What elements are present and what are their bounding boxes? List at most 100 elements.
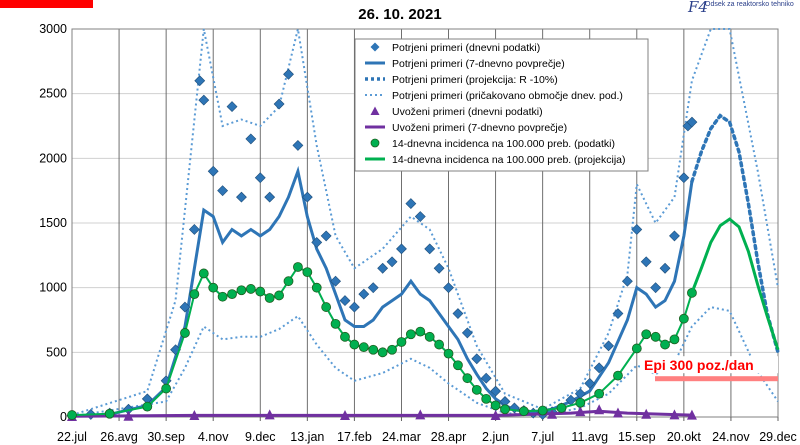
red-header-bar	[0, 0, 93, 8]
incidence-point	[104, 408, 115, 419]
x-tick-label: 28.apr	[431, 430, 466, 444]
daily-case-point	[678, 172, 690, 184]
x-tick-label: 29.dec	[759, 430, 797, 444]
daily-case-point	[348, 301, 360, 313]
daily-case-point	[367, 282, 379, 294]
incidence-point	[462, 373, 473, 384]
incidence-point	[255, 286, 266, 297]
x-tick-label: 13.jan	[290, 430, 324, 444]
incidence-point	[424, 331, 435, 342]
incidence-point	[180, 328, 190, 338]
imported-case-point	[612, 407, 623, 418]
incidence-point	[415, 326, 426, 337]
logo-text: Odsek za reaktorsko tehniko	[705, 1, 794, 8]
daily-case-point	[283, 68, 294, 80]
plot-area-border	[71, 28, 779, 418]
x-tick-label: 7.jul	[531, 430, 554, 444]
daily-case-point	[650, 282, 662, 294]
x-tick-label: 20.okt	[667, 430, 702, 444]
x-tick-label: 30.sep	[147, 430, 185, 444]
daily-case-point	[320, 230, 332, 242]
daily-case-point	[198, 94, 210, 106]
incidence-point	[358, 342, 369, 353]
daily-case-point	[405, 198, 417, 210]
incidence-point	[274, 290, 284, 301]
incidence-point	[340, 331, 350, 342]
daily-case-point	[443, 282, 454, 294]
daily-case-point	[273, 98, 285, 110]
incidence-point	[443, 348, 454, 359]
imported-average-line	[71, 409, 692, 418]
imported-case-point	[189, 410, 200, 421]
incidence-point	[387, 344, 397, 355]
incidence-point	[377, 347, 388, 358]
imported-case-point	[641, 408, 652, 419]
expected-range-upper-line	[71, 28, 779, 417]
incidence-point	[161, 383, 172, 394]
x-tick-label: 11.avg	[571, 430, 608, 444]
daily-case-point	[386, 256, 398, 268]
incidence-point	[67, 410, 77, 420]
legend-label: 14-dnevna incidenca na 100.000 preb. (po…	[392, 138, 615, 150]
legend-label: Potrjeni primeri (projekcija: R -10%)	[392, 74, 558, 86]
x-tick-label: 2.jun	[482, 430, 509, 444]
series	[66, 68, 780, 422]
daily-case-point	[301, 191, 313, 203]
legend-box	[354, 38, 649, 172]
daily-case-point	[433, 262, 445, 274]
daily-case-point	[236, 191, 247, 203]
legend-label: Uvoženi primeri (7-dnevno povprečje)	[392, 122, 567, 134]
imported-case-point	[686, 409, 697, 420]
imported-case-point	[339, 410, 350, 421]
daily-case-point	[358, 288, 370, 300]
incidence-point	[142, 401, 153, 412]
daily-case-point	[254, 172, 266, 184]
daily-case-point	[603, 340, 614, 352]
legend-label: Potrjeni primeri (dnevni podatki)	[392, 42, 540, 54]
incidence-point	[311, 282, 322, 293]
daily-case-point	[640, 256, 652, 268]
legend-swatch-diamond	[370, 42, 380, 52]
incidence-point	[283, 276, 294, 287]
seven-day-average-line	[71, 165, 694, 418]
daily-case-point	[593, 362, 605, 374]
daily-case-point	[292, 139, 304, 151]
daily-case-point	[245, 133, 257, 145]
daily-case-point	[584, 377, 596, 389]
incidence-point	[264, 293, 275, 303]
x-tick-label: 4.nov	[198, 430, 229, 444]
incidence-point	[471, 384, 482, 395]
incidence-point	[594, 388, 605, 399]
daily-case-point	[452, 308, 464, 319]
daily-case-point	[396, 243, 407, 255]
legend-label: Potrjeni primeri (pričakovano območje dn…	[392, 90, 623, 102]
y-tick-label: 3000	[39, 22, 67, 36]
incidence-point	[641, 329, 652, 340]
y-tick-label: 1000	[39, 281, 67, 295]
y-tick-label: 1500	[39, 216, 67, 230]
incidence-point	[556, 403, 567, 413]
daily-case-point	[377, 262, 389, 274]
incidence-point	[500, 404, 510, 415]
legend-items: Potrjeni primeri (dnevni podatki) Potrjen…	[365, 42, 626, 166]
legend-label: Potrjeni primeri (7-dnevno povprečje)	[392, 58, 565, 70]
projection-line	[690, 113, 780, 355]
incidence-point	[660, 339, 670, 350]
y-tick-label: 500	[46, 345, 67, 359]
incidence-point	[490, 400, 501, 411]
x-axis: 22.jul 26.avg 30.sep 4.nov 9.dec 13.jan 17.feb…	[57, 417, 797, 444]
daily-case-point	[621, 275, 633, 287]
legend-label: Uvoženi primeri (dnevni podatki)	[392, 106, 543, 118]
legend-swatch-circle	[370, 138, 380, 148]
daily-case-point	[188, 224, 200, 235]
x-tick-label: 17.feb	[337, 430, 372, 444]
y-tick-label: 0	[60, 410, 67, 424]
incidence-point	[631, 343, 642, 354]
daily-case-point	[217, 185, 229, 197]
incidence-point	[189, 289, 200, 300]
y-tick-label: 2500	[39, 87, 67, 101]
incidence-point	[368, 344, 379, 355]
incidence-point	[208, 282, 219, 293]
imported-case-point	[669, 409, 680, 420]
legend: Potrjeni primeri (dnevni podatki) Potrjen…	[354, 38, 649, 172]
